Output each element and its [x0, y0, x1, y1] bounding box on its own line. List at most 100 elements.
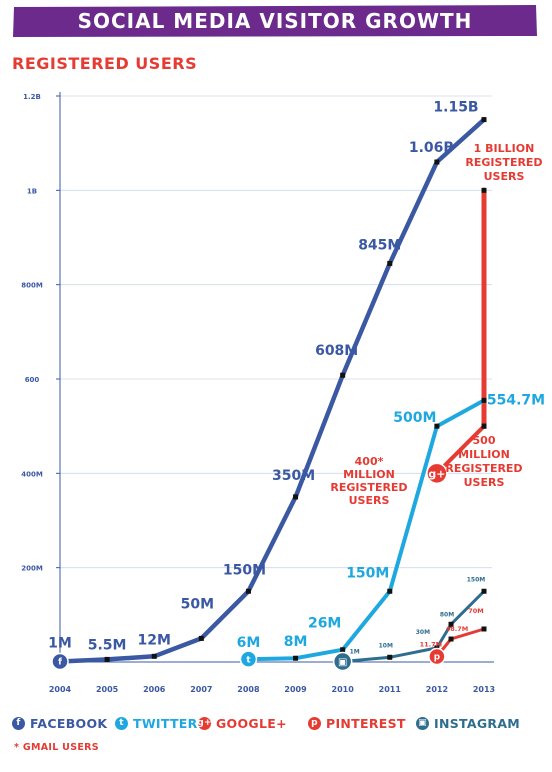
instagram-data-label: 10M: [379, 642, 393, 649]
facebook-data-label: 1.15B: [433, 100, 478, 116]
y-tick-label: 1B: [27, 187, 37, 195]
x-tick-label: 2010: [332, 685, 355, 694]
googleplus-point: [481, 423, 487, 429]
twitter-data-label: 150M: [346, 565, 389, 581]
pinterest-icon: p: [428, 647, 446, 666]
legend: f FACEBOOK t TWITTER g+ GOOGLE+ p PINTEREST ▣ INS…: [12, 716, 542, 766]
facebook-point: [245, 588, 251, 594]
instagram-data-label: 30M: [416, 629, 430, 636]
twitter-icon-circle: [239, 650, 258, 668]
banner-background: [13, 5, 537, 37]
legend-item-twitter: t TWITTER: [115, 716, 198, 731]
facebook-point: [104, 656, 110, 662]
facebook-data-label: 50M: [181, 596, 214, 612]
facebook-data-label: 12M: [138, 632, 171, 648]
facebook-point: [198, 635, 204, 641]
facebook-icon-glyph: f: [58, 658, 62, 668]
instagram-icon-glyph: ▣: [338, 657, 347, 668]
googleplus-500m-annotation-line: USERS: [464, 476, 505, 489]
twitter-data-label: 26M: [308, 616, 341, 632]
instagram-point: [481, 588, 487, 594]
pinterest-data-label: 70M: [468, 607, 484, 615]
googleplus-icon-circle: [426, 462, 448, 485]
pinterest-point: [448, 636, 454, 642]
googleplus-500m-annotation-line: 500: [473, 434, 496, 447]
y-tick-label: 600: [25, 376, 40, 384]
gmail-1b-annotation-line: REGISTERED: [465, 156, 542, 169]
facebook-data-label: 608M: [315, 343, 358, 359]
facebook-data-label: 845M: [358, 237, 401, 253]
googleplus-400m-annotation: 400* MILLION REGISTERED USERS: [330, 455, 407, 507]
facebook-data-label: 350M: [272, 468, 315, 484]
facebook-icon-circle: [51, 652, 69, 671]
googleplus-400m-annotation-line: USERS: [349, 494, 390, 507]
legend-item-instagram: ▣ INSTAGRAM: [416, 716, 520, 731]
x-tick-label: 2012: [426, 685, 448, 694]
googleplus-400m-annotation-line: REGISTERED: [330, 481, 407, 494]
facebook-icon: f: [12, 717, 25, 730]
googleplus-icon-glyph: g+: [428, 467, 445, 480]
googleplus-series-line: [434, 424, 486, 476]
facebook-data-label: 1M: [48, 636, 72, 652]
y-tick-label: 400M: [21, 470, 43, 478]
y-tick-label: 800M: [21, 282, 43, 290]
twitter-series-line: [246, 398, 486, 662]
facebook-data-label: 150M: [223, 562, 266, 578]
facebook-point: [387, 260, 393, 266]
googleplus-400m-annotation-line: 400*: [355, 455, 384, 468]
line-chart: 200M 400M 600 800M 1B 1.2B 2004 2005 2006 2007 200…: [21, 92, 545, 694]
subtitle-text: Registered Users: [12, 54, 198, 73]
gmail-1b-annotation-line: USERS: [484, 170, 525, 183]
legend-item-pinterest: p PINTEREST: [308, 716, 406, 731]
legend-label: GOOGLE+: [216, 716, 287, 731]
instagram-icon-circle: [332, 651, 353, 672]
googleplus-500m-annotation: 500 MILLION REGISTERED USERS: [445, 434, 522, 489]
twitter-data-label: 6M: [237, 635, 261, 651]
pinterest-data-label: 11.7M: [420, 640, 443, 648]
y-tick-label: 200M: [21, 565, 43, 573]
twitter-point: [387, 588, 393, 594]
legend-label: PINTEREST: [326, 716, 406, 731]
facebook-point: [434, 159, 440, 165]
twitter-data-label: 500M: [393, 410, 436, 426]
facebook-icon: f: [51, 652, 69, 671]
instagram-icon: ▣: [416, 717, 429, 730]
pinterest-data-label: 48.7M: [446, 625, 469, 633]
x-tick-label: 2013: [473, 685, 495, 694]
title-banner: [12, 4, 538, 38]
legend-item-google: g+ GOOGLE+: [197, 716, 287, 731]
twitter-icon-glyph: t: [246, 655, 250, 665]
twitter-point: [481, 397, 487, 403]
y-tick-label: 1.2B: [23, 93, 41, 101]
facebook-point: [481, 117, 487, 123]
twitter-point: [293, 655, 299, 661]
gmail-point: [481, 187, 487, 193]
facebook-data-label: 1.06B: [409, 140, 454, 156]
facebook-point: [293, 494, 299, 500]
x-tick-label: 2008: [237, 685, 260, 694]
twitter-icon: t: [239, 650, 258, 668]
googleplus-500m-annotation-line: MILLION: [458, 448, 510, 461]
twitter-point: [340, 647, 346, 653]
legend-label: FACEBOOK: [30, 716, 108, 731]
twitter-icon: t: [115, 717, 128, 730]
x-tick-label: 2009: [284, 685, 307, 694]
facebook-data-label: 5.5M: [88, 637, 127, 653]
gmail-1b-annotation: 1 BILLION REGISTERED USERS: [465, 142, 542, 183]
googleplus-500m-annotation-line: REGISTERED: [445, 462, 522, 475]
googleplus-icon: g+: [197, 717, 212, 730]
x-tick-label: 2006: [143, 685, 166, 694]
googleplus-icon: g+: [426, 462, 448, 485]
facebook-point: [340, 372, 346, 378]
chart-title: Social Media Visitor Growth: [77, 9, 473, 33]
pinterest-icon-circle: [428, 647, 446, 666]
legend-label: TWITTER: [133, 716, 198, 731]
x-tick-label: 2005: [96, 685, 119, 694]
legend-label: INSTAGRAM: [434, 716, 521, 731]
x-tick-label: 2004: [49, 685, 72, 694]
chart-subtitle: Registered Users: [12, 54, 197, 73]
gmail-1b-annotation-line: 1 BILLION: [474, 142, 535, 155]
pinterest-icon-glyph: p: [434, 653, 440, 663]
facebook-series-line: [57, 117, 487, 664]
pinterest-icon: p: [308, 717, 321, 730]
